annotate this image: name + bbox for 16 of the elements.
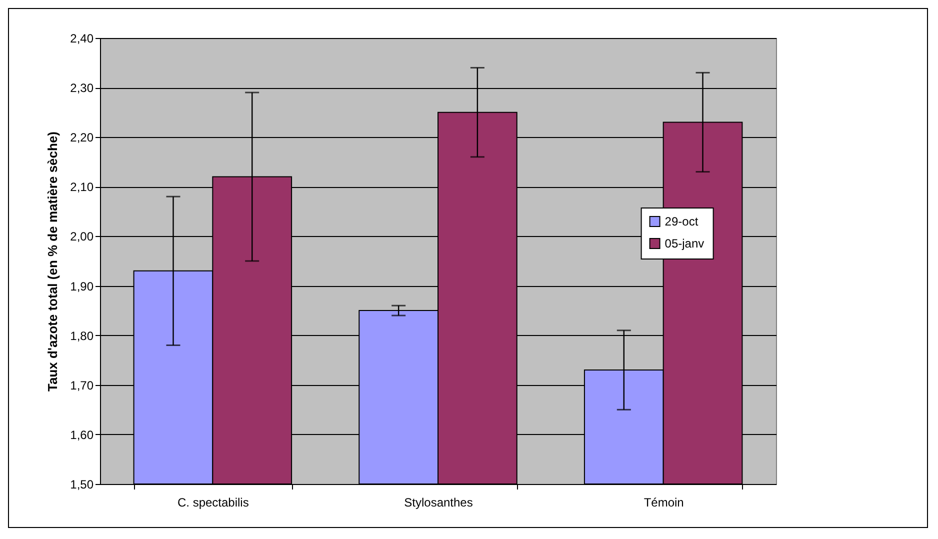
y-tick-label: 2,20 xyxy=(70,130,94,145)
y-tick-label: 1,60 xyxy=(70,428,94,442)
y-tick-label: 2,30 xyxy=(70,81,94,96)
y-tick-label: 1,70 xyxy=(70,378,94,392)
y-tick-label: 2,40 xyxy=(70,32,94,46)
x-tick-label: Témoin xyxy=(644,496,684,510)
y-tick-label: 2,00 xyxy=(70,230,94,244)
y-tick-label: 1,50 xyxy=(70,478,94,492)
y-tick-label: 1,80 xyxy=(70,328,94,343)
y-axis-title: Taux d'azote total (en % de matière sèche) xyxy=(45,131,60,392)
x-tick-label: Stylosanthes xyxy=(404,496,473,510)
legend-label: 05-janv xyxy=(664,236,704,250)
x-tick-label: C. spectabilis xyxy=(177,496,249,510)
y-tick-label: 1,90 xyxy=(70,279,94,294)
legend-label: 29-oct xyxy=(664,214,699,228)
y-tick-label: 2,10 xyxy=(70,180,94,194)
